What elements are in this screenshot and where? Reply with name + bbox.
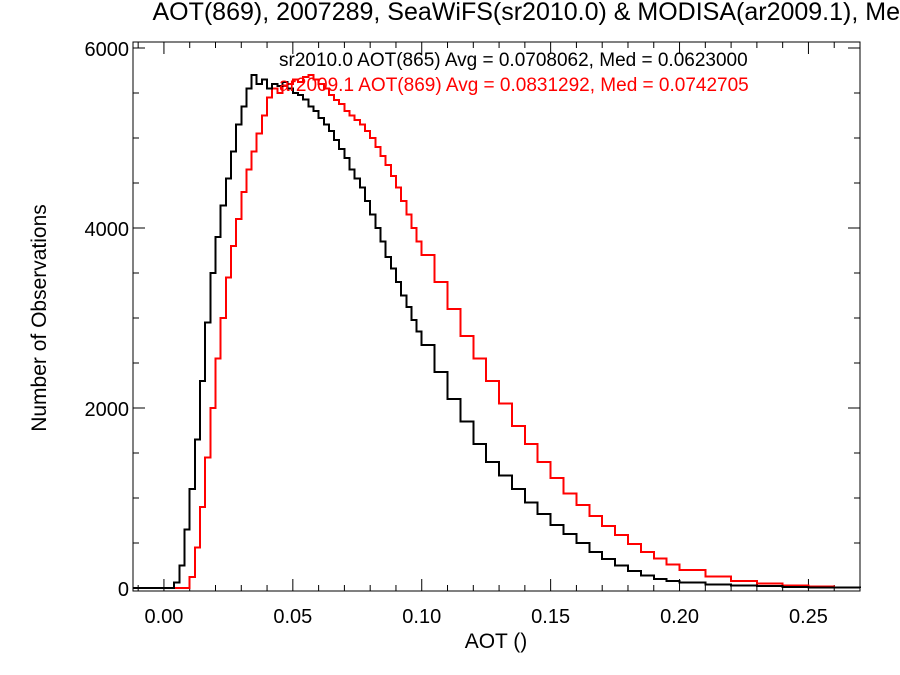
x-axis-label: AOT () xyxy=(464,630,528,653)
y-tick-label: 4000 xyxy=(85,219,130,241)
y-tick-label: 2000 xyxy=(85,399,130,421)
axis-ticks: 0.00 0.05 0.10 0.15 0.20 0.25 0 2000 4000 6000 xyxy=(85,39,860,628)
series-sr2010-line xyxy=(133,74,861,589)
x-tick-label: 0.15 xyxy=(531,606,570,628)
x-tick-label: 0.00 xyxy=(144,606,183,628)
y-axis-label: Number of Observations xyxy=(28,204,51,432)
chart-title: AOT(869), 2007289, SeaWiFS(sr2010.0) & M… xyxy=(152,0,900,26)
annotation-ar2009: ar2009.1 AOT(869) Avg = 0.0831292, Med =… xyxy=(279,75,749,96)
x-tick-label: 0.10 xyxy=(402,606,441,628)
annotation-sr2010: sr2010.0 AOT(865) Avg = 0.0708062, Med =… xyxy=(279,50,748,71)
x-tick-label: 0.20 xyxy=(660,606,699,628)
x-tick-label: 0.05 xyxy=(273,606,312,628)
x-tick-label: 0.25 xyxy=(789,606,828,628)
plot-frame xyxy=(132,41,861,592)
series-ar2009-line xyxy=(133,74,861,589)
y-tick-label: 6000 xyxy=(85,39,130,61)
y-tick-label: 0 xyxy=(118,579,129,601)
series-group xyxy=(133,74,861,589)
